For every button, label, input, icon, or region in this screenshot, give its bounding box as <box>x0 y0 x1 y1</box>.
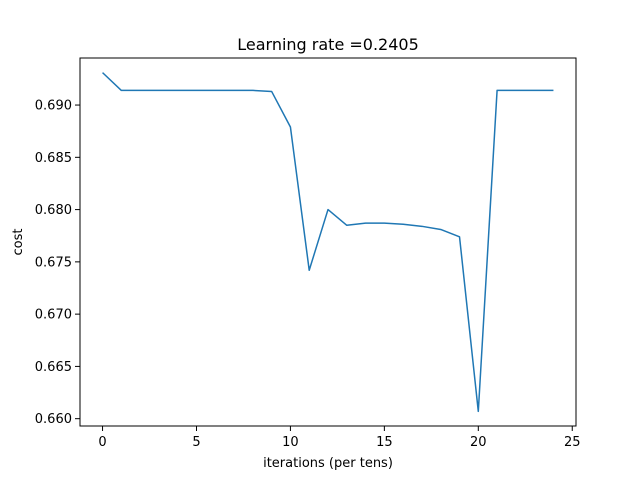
y-tick-label: 0.670 <box>35 308 72 323</box>
x-tick-label: 0 <box>98 435 106 450</box>
y-tick-label: 0.685 <box>35 151 72 166</box>
y-tick-label: 0.690 <box>35 99 72 114</box>
y-tick-label: 0.680 <box>35 203 72 218</box>
plot-frame <box>79 57 577 427</box>
y-axis-label: cost <box>11 229 26 256</box>
x-tick-label: 5 <box>192 435 200 450</box>
x-tick-label: 20 <box>470 435 487 450</box>
y-tick-label: 0.675 <box>35 255 72 270</box>
x-tick-label: 25 <box>564 435 581 450</box>
chart-title: Learning rate =0.2405 <box>237 35 419 54</box>
plot-layer: 0 5 10 15 20 25 0.660 0.665 0.670 0.675 0.680 0.685… <box>35 72 581 450</box>
x-tick-label: 10 <box>282 435 299 450</box>
cost-series-line <box>102 72 554 413</box>
y-tick-label: 0.660 <box>35 412 72 427</box>
x-axis-label: iterations (per tens) <box>263 456 393 471</box>
x-tick-label: 15 <box>376 435 393 450</box>
y-tick-label: 0.665 <box>35 360 72 375</box>
